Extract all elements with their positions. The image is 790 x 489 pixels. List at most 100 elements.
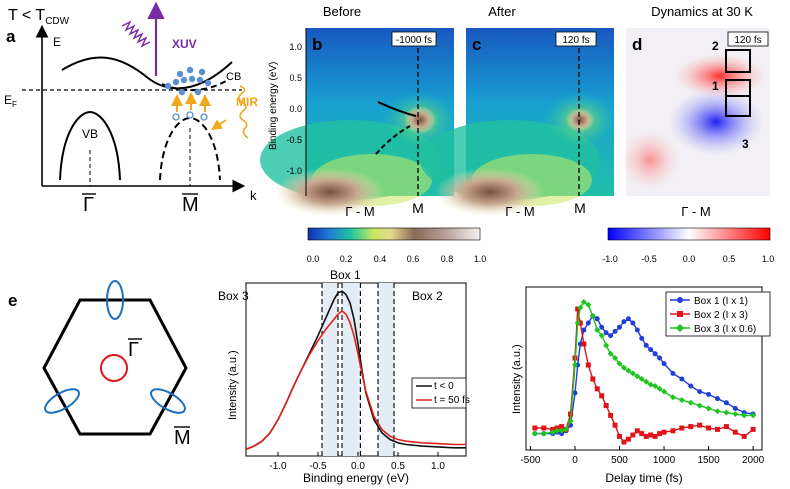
point-box-2 [630, 432, 636, 438]
m-point-label: M [182, 194, 199, 216]
point-box-3 [589, 313, 596, 319]
panel-b: Before -1000 fs b 1.0 0.5 0.0 -0.5 -1.0 … [260, 4, 456, 219]
box3-label: Box 3 [218, 289, 249, 303]
point-box-1 [625, 316, 631, 322]
point-box-1 [688, 383, 694, 389]
point-box-3 [616, 360, 623, 367]
point-box-2 [697, 422, 703, 428]
box-3-marker [725, 95, 751, 117]
svg-text:0.0: 0.0 [683, 254, 696, 264]
point-box-3 [540, 430, 547, 437]
colorbar-intensity: 0.0 0.2 0.4 0.6 0.8 1.0 [307, 227, 486, 264]
point-box-1 [630, 320, 636, 326]
point-box-3 [647, 381, 654, 388]
point-box-1 [643, 342, 649, 348]
point-box-3 [625, 367, 632, 374]
panel-g-ylabel: Intensity (a.u.) [511, 344, 523, 414]
point-box-3 [577, 304, 584, 311]
point-box-3 [598, 332, 605, 339]
point-box-1 [648, 347, 654, 353]
point-box-2 [679, 425, 685, 431]
box2-label: Box 2 [412, 289, 443, 303]
point-box-2 [621, 439, 627, 445]
panel-c-xlabel: Γ - M [505, 204, 535, 219]
xuv-label: XUV [172, 37, 197, 51]
point-box-2 [657, 431, 663, 437]
panel-a: a T < TCDW E k EF CB VB MIR XUV [4, 1, 258, 216]
k-axis-label: k [250, 188, 257, 203]
vb-band-gamma [59, 110, 121, 181]
gamma-pocket [100, 354, 128, 382]
binding-energy-axis: 1.0 0.5 0.0 -0.5 -1.0 [286, 42, 302, 176]
point-box-3 [705, 405, 712, 412]
xuv-wave-icon [121, 20, 151, 48]
panel-f-xlabel: Binding energy (eV) [303, 471, 409, 485]
band-trace-solid [377, 101, 417, 117]
point-box-3 [696, 402, 703, 409]
time-tag-before: -1000 fs [396, 35, 432, 46]
point-box-3 [687, 399, 694, 406]
mir-label: MIR [236, 95, 258, 109]
panel-c-m-label: M [574, 200, 586, 216]
mir-arrows [171, 92, 211, 112]
electron-dots [164, 66, 212, 96]
band-trace-dashed [375, 125, 411, 155]
brillouin-zone-hexagon [42, 298, 188, 436]
point-box-3 [714, 408, 721, 415]
box-2-label: 2 [712, 39, 719, 53]
point-box-3 [629, 370, 636, 377]
x-tick-label: 0.0 [351, 461, 365, 472]
x-tick-label: -500 [520, 455, 540, 466]
point-box-2 [661, 429, 667, 435]
point-box-1 [697, 389, 703, 395]
x-tick-label: 1.0 [431, 461, 445, 472]
point-box-2 [625, 436, 631, 442]
point-box-2 [750, 426, 756, 432]
panel-e-gamma-label: Γ [128, 339, 139, 361]
point-box-2 [741, 433, 747, 439]
cb-label: CB [226, 71, 241, 83]
shaded-box-2 [378, 283, 394, 456]
point-box-1 [634, 327, 640, 333]
series-t-50fs [245, 309, 466, 451]
panel-f-ylabel: Intensity (a.u.) [227, 350, 239, 420]
svg-text:1.0: 1.0 [762, 254, 775, 264]
panel-b-title: Before [323, 4, 361, 19]
point-box-2 [732, 429, 738, 435]
time-tag-dynamics: 120 fs [734, 35, 761, 46]
point-box-3 [638, 376, 645, 382]
point-box-2 [688, 424, 694, 430]
x-tick-label: -0.5 [309, 461, 327, 472]
point-box-1 [639, 335, 645, 341]
point-box-3 [531, 430, 538, 437]
point-box-2 [599, 393, 605, 399]
x-tick-label: 1000 [653, 455, 676, 466]
panel-b-m-label: M [412, 200, 424, 216]
point-box-2 [723, 424, 729, 430]
point-box-2 [575, 306, 581, 312]
panel-c-letter: c [472, 35, 481, 54]
gamma-point-label: Γ [83, 194, 94, 216]
panel-b-letter: b [312, 35, 322, 54]
panel-e-m-label: M [174, 427, 191, 449]
panel-c: After 120 fs c Γ - M M [420, 4, 616, 219]
point-box-3 [554, 427, 561, 434]
svg-text:-0.5: -0.5 [286, 135, 302, 145]
panel-f-legend: t < 0 t = 50 fs [411, 377, 470, 409]
point-box-1 [599, 324, 605, 330]
point-box-2 [608, 412, 614, 418]
point-box-3 [558, 427, 565, 434]
box-2-marker [725, 49, 751, 73]
panel-d-letter: d [632, 35, 642, 54]
svg-text:0.5: 0.5 [289, 73, 302, 83]
panel-b-xlabel: Γ - M [345, 204, 375, 219]
mir-wave-icon [238, 85, 249, 139]
point-box-2 [532, 425, 538, 431]
point-box-3 [607, 350, 614, 357]
panel-d-title: Dynamics at 30 K [651, 4, 753, 19]
legend-box2: Box 2 (I x 3) [694, 310, 748, 321]
point-box-2 [594, 386, 600, 392]
point-box-3 [585, 301, 592, 308]
svg-text:-1.0: -1.0 [286, 166, 302, 176]
